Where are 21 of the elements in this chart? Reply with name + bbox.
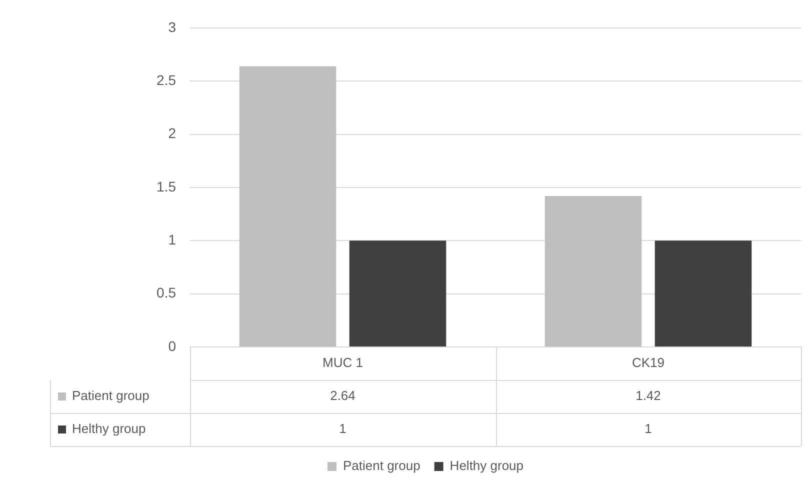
y-tick-label: 3 <box>168 18 176 35</box>
y-tick-label: 1 <box>168 232 176 248</box>
bar <box>349 240 446 346</box>
bar <box>239 66 336 346</box>
data-label: 2.64 <box>330 388 356 404</box>
y-tick-label: 0 <box>168 338 176 354</box>
y-tick-label: 0.5 <box>156 284 176 301</box>
x-tick-label: MUC 1 <box>322 355 363 370</box>
legend-label: Helthy group <box>450 458 524 474</box>
bar <box>654 240 752 346</box>
y-tick-label: 2.5 <box>156 72 176 88</box>
y-tick-label: 1.5 <box>156 178 176 194</box>
bar <box>544 196 642 346</box>
x-tick-label: CK19 <box>632 355 665 370</box>
data-label: 1 <box>339 421 346 436</box>
y-tick-label: 2 <box>168 125 176 142</box>
data-label: 1.42 <box>636 388 661 404</box>
data-label: 1 <box>644 421 652 436</box>
text: Helthy group <box>72 421 146 436</box>
legend-label: Patient group <box>72 388 150 404</box>
text: Patient group <box>342 458 420 474</box>
